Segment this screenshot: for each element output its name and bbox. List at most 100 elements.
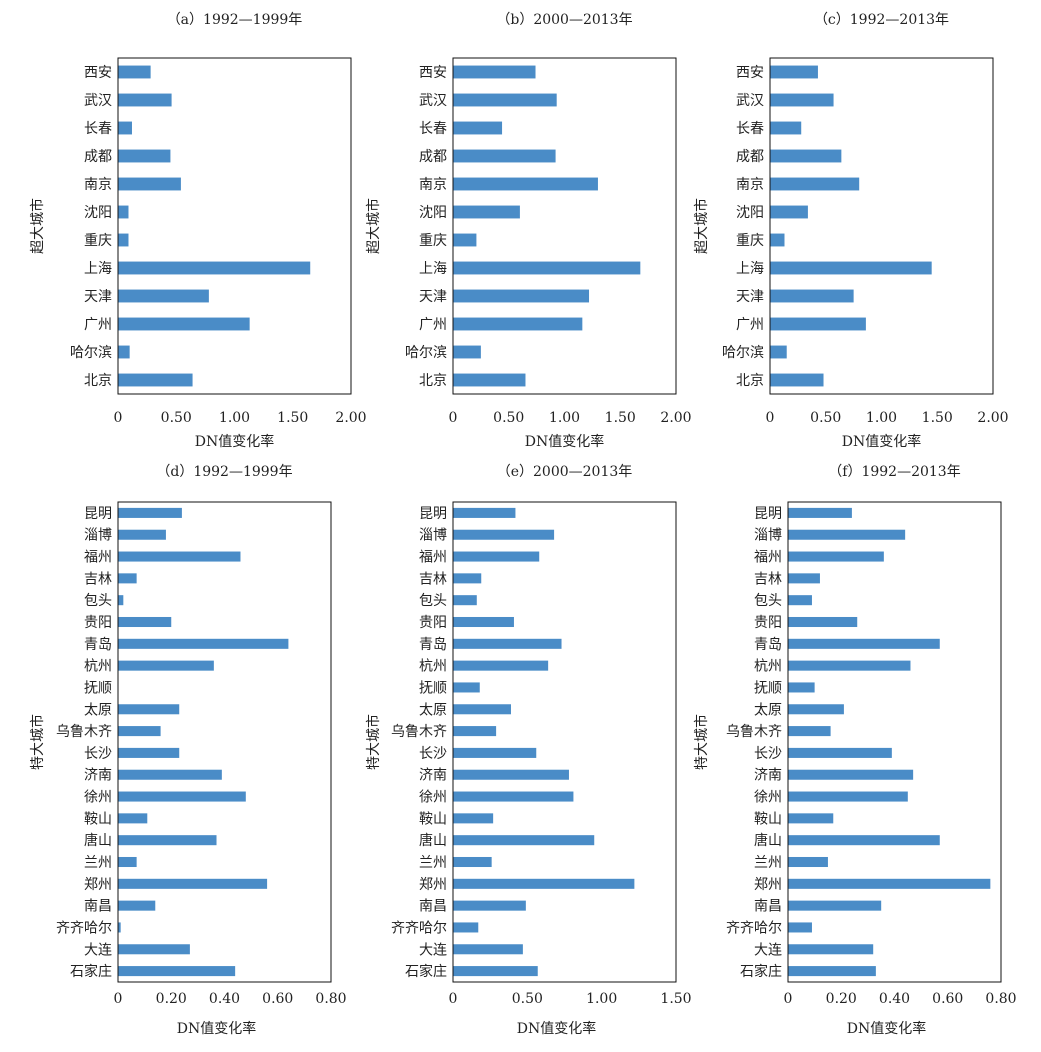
category-label: 齐齐哈尔: [56, 920, 112, 936]
bar-8: [453, 682, 480, 693]
category-label: 武汉: [736, 93, 764, 109]
bar-14: [118, 813, 148, 824]
bar-14: [788, 813, 834, 824]
bar-11: [118, 747, 180, 758]
category-label: 徐州: [754, 790, 782, 806]
category-label: 贵阳: [754, 615, 782, 631]
category-label: 沈阳: [736, 205, 764, 221]
category-label: 重庆: [84, 233, 112, 249]
bar-2: [453, 121, 503, 135]
bar-6: [788, 638, 940, 649]
bar-5: [118, 205, 129, 219]
bar-2: [788, 551, 884, 562]
bar-11: [453, 373, 526, 387]
plot-frame: [452, 501, 677, 983]
category-label: 济南: [419, 768, 447, 784]
x-tick-label: 0.60: [932, 991, 963, 1007]
x-tick-label: 1.00: [866, 410, 897, 426]
bar-4: [453, 595, 477, 606]
category-label: 长沙: [754, 746, 782, 762]
category-label: 大连: [419, 942, 447, 958]
bar-3: [118, 573, 137, 584]
x-tick-label: 2.00: [660, 410, 691, 426]
category-label: 齐齐哈尔: [391, 920, 447, 936]
bar-18: [453, 900, 526, 911]
bar-0: [118, 507, 182, 518]
bar-7: [118, 261, 311, 275]
bar-15: [118, 835, 217, 846]
category-label: 包头: [84, 593, 112, 609]
category-label: 青岛: [754, 637, 782, 653]
bar-19: [788, 922, 812, 933]
bar-20: [788, 944, 874, 955]
bar-5: [788, 616, 858, 628]
category-label: 哈尔滨: [405, 345, 447, 361]
x-axis-label: DN值变化率: [195, 433, 274, 450]
bar-1: [788, 529, 906, 540]
chart-panel-5: （f）1992—2013年昆明淄博福州吉林包头贵阳青岛杭州抚顺太原乌鲁木齐长沙济…: [693, 464, 1017, 1037]
category-label: 石家庄: [70, 963, 112, 980]
category-label: 成都: [84, 149, 112, 165]
bar-16: [788, 856, 828, 868]
category-label: 鞍山: [754, 811, 782, 827]
x-tick-label: 0: [766, 410, 775, 426]
bar-8: [788, 682, 815, 693]
bar-13: [788, 791, 908, 802]
category-label: 南昌: [84, 899, 112, 915]
category-label: 鞍山: [84, 811, 112, 827]
x-tick-label: 0: [114, 410, 123, 426]
bar-7: [453, 261, 641, 275]
bar-6: [118, 638, 289, 649]
bar-3: [770, 149, 842, 163]
x-tick-label: 1.00: [219, 410, 250, 426]
bar-5: [118, 616, 172, 628]
category-label: 唐山: [84, 832, 112, 849]
bar-7: [788, 660, 911, 671]
category-label: 北京: [84, 373, 112, 389]
bar-21: [453, 966, 538, 977]
x-axis-label: DN值变化率: [847, 1020, 926, 1037]
bar-9: [770, 317, 866, 331]
category-label: 抚顺: [754, 680, 782, 696]
bar-10: [118, 726, 161, 737]
bar-0: [770, 65, 818, 79]
bar-1: [453, 93, 557, 107]
bar-4: [118, 177, 181, 191]
x-tick-label: 0.40: [879, 991, 910, 1007]
bar-1: [118, 93, 172, 107]
category-label: 广州: [736, 317, 764, 333]
category-label: 济南: [84, 768, 112, 784]
y-axis-label: 超大城市: [29, 198, 46, 254]
bar-2: [118, 551, 241, 562]
x-tick-label: 1.50: [922, 410, 953, 426]
category-label: 太原: [754, 702, 782, 718]
chart-title: （f）1992—2013年: [828, 464, 960, 480]
bar-18: [788, 900, 882, 911]
category-label: 贵阳: [419, 615, 447, 631]
bar-0: [453, 507, 516, 518]
category-label: 青岛: [84, 637, 112, 653]
bar-12: [453, 769, 569, 780]
x-tick-label: 0.20: [826, 991, 857, 1007]
bar-1: [118, 529, 166, 540]
bar-5: [453, 616, 514, 628]
bar-13: [453, 791, 574, 802]
category-label: 福州: [84, 550, 112, 566]
bar-3: [453, 149, 556, 163]
x-tick-label: 0.50: [512, 991, 543, 1007]
category-label: 贵阳: [84, 615, 112, 631]
category-label: 包头: [754, 593, 782, 609]
category-label: 哈尔滨: [722, 345, 764, 361]
bar-4: [788, 595, 812, 606]
bar-11: [788, 747, 892, 758]
bar-17: [453, 878, 635, 889]
category-label: 徐州: [419, 790, 447, 806]
chart-title: （c）1992—2013年: [814, 12, 949, 28]
category-label: 南昌: [419, 899, 447, 915]
category-label: 太原: [84, 702, 112, 718]
bar-10: [118, 345, 130, 359]
category-label: 重庆: [736, 233, 764, 249]
category-label: 福州: [754, 550, 782, 566]
